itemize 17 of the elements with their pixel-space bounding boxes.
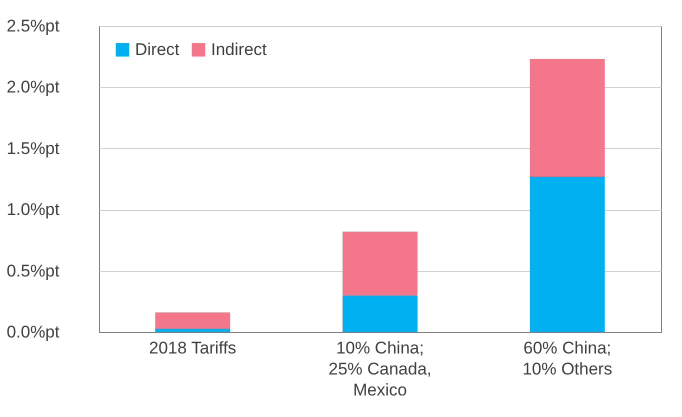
legend-label: Direct (135, 40, 180, 59)
legend-label: Indirect (211, 40, 268, 59)
y-tick-label: 2.5%pt (6, 16, 60, 36)
bar (530, 176, 605, 332)
bar (155, 328, 230, 332)
x-tick-label: 2018 Tariffs (149, 338, 236, 358)
y-tick-label: 1.0%pt (6, 200, 60, 220)
y-tick-label: 1.5%pt (6, 138, 60, 158)
y-tick-label: 0.0%pt (6, 322, 60, 342)
x-tick-label: 60% China; 10% Others (522, 338, 612, 378)
y-tick-label: 2.0%pt (6, 78, 60, 97)
y-tick-label: 0.5%pt (6, 261, 60, 280)
bar (342, 232, 418, 296)
bar (155, 312, 230, 328)
bar (342, 295, 418, 332)
x-tick-label: 10% China; 25% Canada, Mexico (328, 338, 432, 400)
bar (530, 59, 605, 177)
